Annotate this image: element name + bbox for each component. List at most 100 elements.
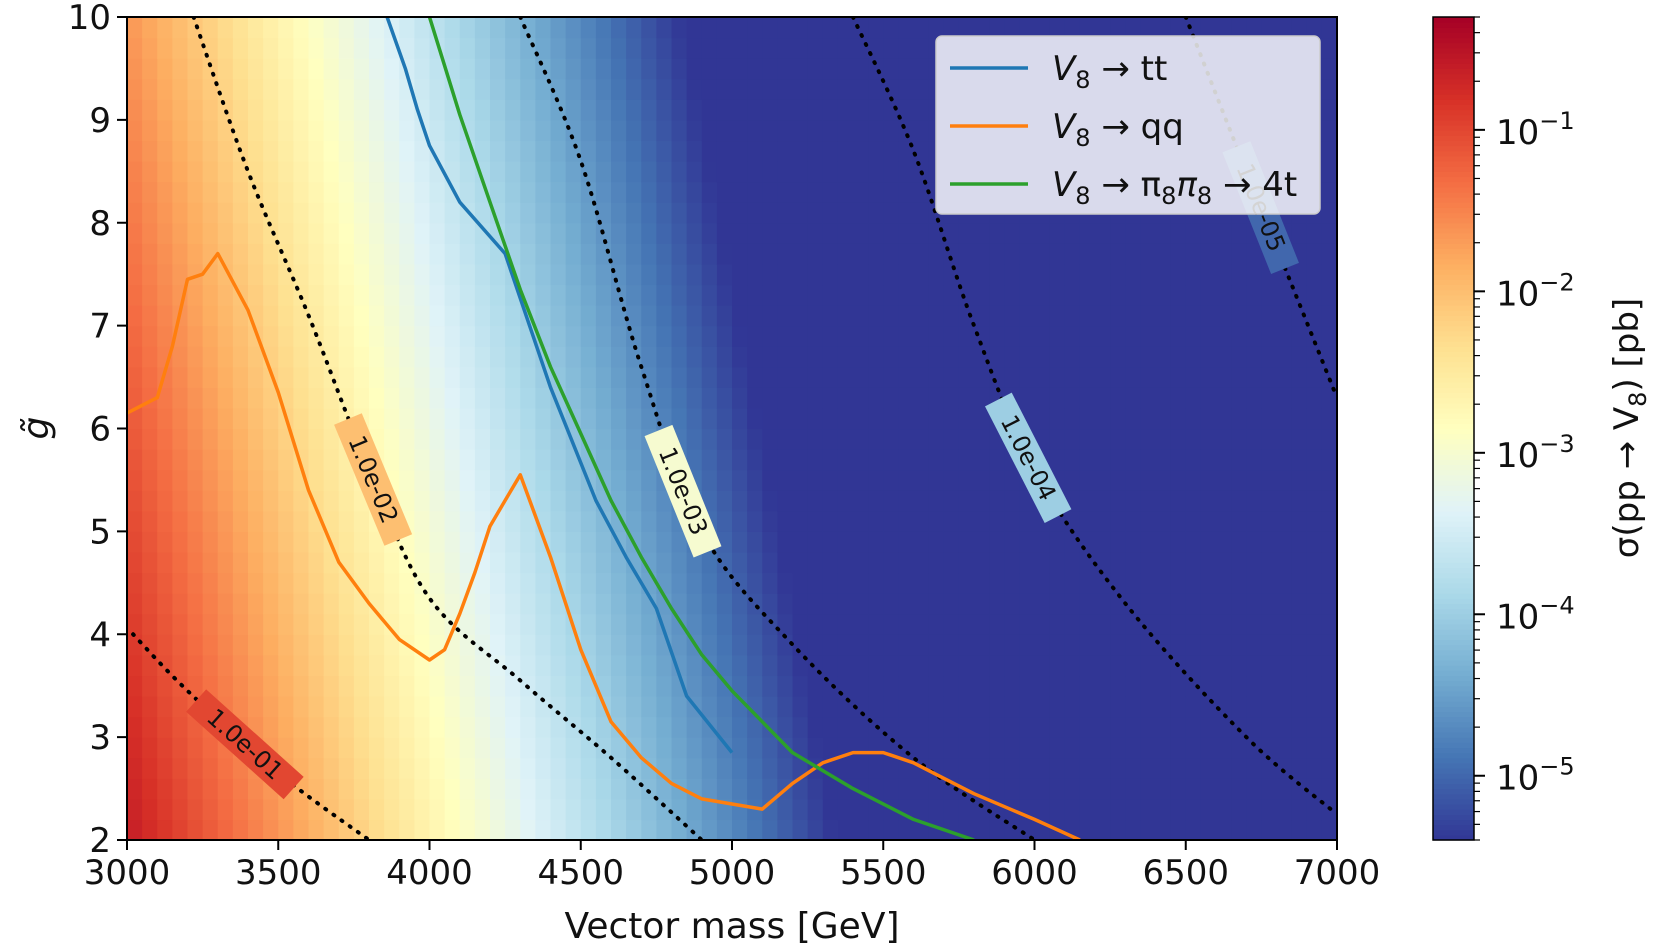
heatmap-cell (595, 161, 612, 183)
heatmap-cell (459, 778, 476, 800)
heatmap-cell (1110, 613, 1126, 635)
heatmap-cell (641, 716, 657, 738)
heatmap-cell (429, 119, 446, 142)
heatmap-cell (641, 284, 657, 306)
heatmap-cell (1064, 17, 1081, 39)
colorbar-segment (1433, 299, 1474, 306)
heatmap-cell (1185, 551, 1202, 574)
heatmap-cell (1200, 757, 1217, 779)
heatmap-cell (732, 305, 748, 327)
heatmap-cell (490, 58, 506, 80)
heatmap-cell (127, 798, 143, 821)
heatmap-cell (1170, 572, 1187, 594)
heatmap-cell (868, 17, 884, 39)
heatmap-cell (671, 99, 688, 121)
heatmap-cell (1216, 469, 1232, 491)
heatmap-cell (505, 325, 521, 347)
heatmap-cell (595, 798, 612, 821)
heatmap-cell (217, 510, 234, 532)
heatmap-cell (807, 490, 824, 512)
heatmap-cell (232, 346, 249, 368)
heatmap-cell (580, 510, 597, 532)
heatmap-cell (172, 757, 189, 779)
heatmap-cell (656, 551, 673, 574)
heatmap-cell (142, 716, 158, 738)
heatmap-cell (1095, 243, 1111, 265)
heatmap-cell (701, 428, 718, 450)
heatmap-cell (671, 181, 688, 203)
heatmap-cell (565, 798, 582, 821)
heatmap-cell (444, 819, 461, 840)
heatmap-cell (777, 140, 794, 162)
heatmap-cell (777, 449, 794, 471)
heatmap-cell (626, 778, 642, 800)
heatmap-cell (474, 37, 491, 59)
heatmap-cell (943, 305, 960, 327)
heatmap-cell (414, 572, 431, 594)
heatmap-cell (384, 572, 400, 594)
heatmap-cell (716, 654, 733, 677)
heatmap-cell (913, 387, 930, 409)
heatmap-cell (399, 407, 415, 430)
heatmap-cell (535, 572, 552, 594)
heatmap-cell (716, 202, 733, 224)
heatmap-cell (550, 778, 567, 800)
heatmap-cell (595, 551, 612, 574)
heatmap-cell (232, 654, 249, 677)
heatmap-cell (1246, 551, 1262, 574)
heatmap-cell (520, 222, 536, 244)
colorbar-segment (1433, 505, 1474, 512)
heatmap-cell (474, 387, 491, 409)
heatmap-cell (474, 757, 491, 779)
heatmap-cell (263, 551, 279, 574)
heatmap-cell (913, 305, 930, 327)
heatmap-cell (1246, 17, 1262, 39)
heatmap-cell (263, 469, 279, 491)
heatmap-cell (278, 284, 294, 306)
heatmap-cell (1200, 284, 1217, 306)
heatmap-cell (1185, 613, 1202, 635)
heatmap-cell (974, 387, 990, 409)
heatmap-cell (1095, 284, 1111, 306)
heatmap-cell (656, 778, 673, 800)
heatmap-cell (807, 510, 824, 532)
heatmap-cell (187, 675, 204, 697)
heatmap-cell (278, 58, 294, 80)
heatmap-cell (232, 119, 249, 142)
heatmap-cell (127, 243, 143, 265)
heatmap-cell (837, 181, 854, 203)
heatmap-cell (686, 99, 703, 121)
heatmap-cell (1004, 222, 1020, 244)
heatmap-cell (595, 654, 612, 677)
heatmap-cell (172, 78, 189, 100)
heatmap-cell (1140, 634, 1157, 656)
colorbar-segment (1433, 819, 1474, 826)
heatmap-cell (1291, 305, 1308, 327)
heatmap-cell (1049, 572, 1066, 594)
heatmap-cell (837, 119, 854, 142)
heatmap-cell (883, 263, 899, 286)
heatmap-cell (883, 58, 899, 80)
heatmap-cell (232, 572, 249, 594)
heatmap-cell (716, 263, 733, 286)
heatmap-cell (490, 263, 506, 286)
heatmap-cell (1079, 716, 1096, 738)
colorbar-segment (1433, 644, 1474, 651)
heatmap-cell (399, 325, 415, 347)
heatmap-cell (157, 551, 173, 574)
heatmap-cell (444, 778, 461, 800)
heatmap-cell (1291, 325, 1308, 347)
heatmap-cell (323, 243, 340, 265)
heatmap-cell (701, 634, 718, 656)
heatmap-cell (822, 222, 839, 244)
heatmap-cell (308, 407, 325, 430)
colorbar-segment (1433, 526, 1474, 532)
heatmap-cell (474, 428, 491, 450)
heatmap-cell (1034, 222, 1051, 244)
heatmap-cell (807, 284, 824, 306)
heatmap-cell (202, 531, 219, 553)
heatmap-cell (414, 17, 431, 39)
heatmap-cell (505, 222, 521, 244)
heatmap-cell (172, 510, 189, 532)
heatmap-cell (747, 593, 763, 615)
